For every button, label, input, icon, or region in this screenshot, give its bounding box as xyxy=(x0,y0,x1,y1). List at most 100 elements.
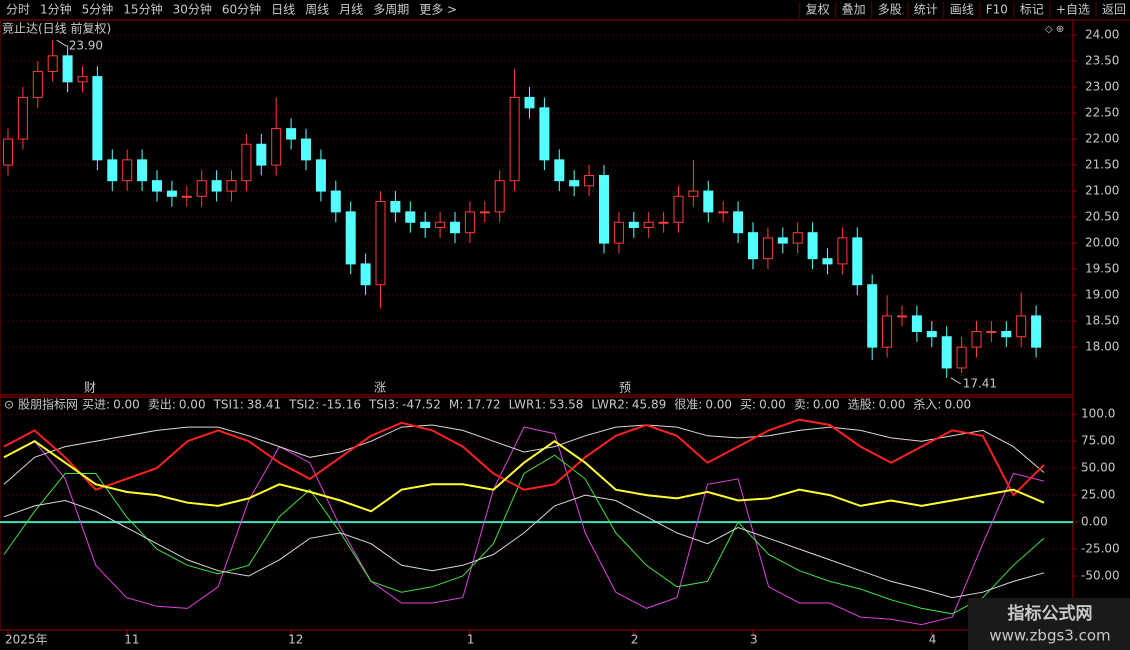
y-tick-label: 23.00 xyxy=(1085,80,1119,94)
tool-button[interactable]: +自选 xyxy=(1056,3,1090,17)
period-tab[interactable]: 1分钟 xyxy=(40,2,72,17)
period-tab[interactable]: 周线 xyxy=(305,3,329,17)
tool-button[interactable]: 统计 xyxy=(914,3,938,17)
candle-body xyxy=(673,195,684,223)
period-tab[interactable]: 15分钟 xyxy=(123,2,162,17)
candle-body xyxy=(509,96,520,182)
y-tick-label: 21.00 xyxy=(1085,184,1119,198)
legend-name: 买进 xyxy=(82,398,106,412)
indicator-line xyxy=(3,426,1045,626)
legend-value: -15.16 xyxy=(322,398,361,412)
y-tick-label: -50.00 xyxy=(1081,569,1120,583)
event-marker[interactable]: 预 xyxy=(619,381,631,395)
candle-body xyxy=(897,315,907,318)
candle-body xyxy=(450,221,460,234)
tool-button[interactable]: 叠加 xyxy=(842,3,866,17)
legend-name: 杀入 xyxy=(913,397,937,412)
candle-body xyxy=(47,55,58,72)
period-tab[interactable]: 更多 > xyxy=(419,3,457,17)
x-tick-label: 4 xyxy=(929,633,937,647)
watermark: 指标公式网 www.zbgs3.com xyxy=(968,598,1130,650)
candle-body xyxy=(107,159,118,182)
legend-value: -47.52 xyxy=(402,398,441,412)
legend-value: 38.41 xyxy=(247,398,281,412)
tool-button[interactable]: 返回 xyxy=(1102,3,1126,17)
y-tick-label: 20.50 xyxy=(1085,210,1119,224)
icon: ◇ ⊕ xyxy=(1045,24,1064,35)
period-tab[interactable]: 分时 xyxy=(6,3,30,17)
period-tab[interactable]: 5分钟 xyxy=(82,2,114,17)
candle-body xyxy=(643,221,654,228)
x-tick-label: 3 xyxy=(750,633,758,647)
legend-colon: : xyxy=(698,398,702,412)
candle-body xyxy=(479,211,490,214)
candle-body xyxy=(390,200,401,213)
candle-body xyxy=(867,284,878,348)
candle-body xyxy=(464,211,475,234)
candle-body xyxy=(852,237,863,286)
tool-button[interactable]: 标记 xyxy=(1020,3,1044,17)
tool-button[interactable]: 多股 xyxy=(878,3,902,17)
candle-body xyxy=(703,190,714,213)
annotation-leader xyxy=(56,39,67,47)
tool-button[interactable]: F10 xyxy=(986,3,1008,17)
legend-colon: : xyxy=(459,398,463,412)
indicator-line xyxy=(3,439,1045,513)
indicator-title: 股朋指标网 xyxy=(18,397,78,412)
candle-body xyxy=(554,159,565,182)
legend-name: LWR2 xyxy=(591,398,624,412)
y-tick-label: 24.00 xyxy=(1085,28,1119,42)
candle-body xyxy=(166,190,177,197)
y-tick-label: -25.00 xyxy=(1081,542,1120,556)
candle-body xyxy=(17,96,28,140)
period-tab[interactable]: 多周期 xyxy=(373,3,409,17)
candle-body xyxy=(122,159,133,182)
event-marker[interactable]: 财 xyxy=(84,381,96,395)
candle-body xyxy=(345,211,356,265)
candle-body xyxy=(524,96,535,109)
legend-value: 17.72 xyxy=(466,398,500,412)
y-tick-label: 75.00 xyxy=(1081,434,1115,448)
legend-colon: : xyxy=(542,398,546,412)
period-tab[interactable]: 月线 xyxy=(339,3,363,17)
x-tick-label: 2 xyxy=(631,633,639,647)
legend-name: TSI1 xyxy=(213,398,240,412)
candle-body xyxy=(941,336,952,369)
candle-body xyxy=(748,232,758,260)
candle-body xyxy=(599,174,609,244)
x-tick-label: 12 xyxy=(288,633,303,647)
legend-name: 卖 xyxy=(794,398,806,412)
watermark-url: www.zbgs3.com xyxy=(989,627,1110,645)
candle-body xyxy=(137,159,148,182)
legend-colon: : xyxy=(752,398,756,412)
tool-button[interactable]: 复权 xyxy=(806,3,830,17)
y-tick-label: 100.0 xyxy=(1081,407,1115,421)
candle-body xyxy=(405,211,416,223)
candle-body xyxy=(211,180,222,192)
period-tab[interactable]: 日线 xyxy=(271,3,295,17)
event-marker[interactable]: 涨 xyxy=(374,380,386,395)
candle-body xyxy=(196,180,207,197)
x-tick-label: 2025年 xyxy=(5,633,48,647)
period-tab[interactable]: 60分钟 xyxy=(222,2,261,17)
candle-body xyxy=(822,258,833,265)
y-tick-label: 50.00 xyxy=(1081,461,1115,475)
y-tick-label: 0.00 xyxy=(1081,515,1108,529)
x-tick-label: 11 xyxy=(124,633,139,647)
annotation-leader xyxy=(950,377,961,385)
toolbar: 分时 1分钟 5分钟 15分钟 30分钟 60分钟 日线 周线 月线 多周期 更多 > 返回 +自选标记… xyxy=(6,2,1126,18)
period-tab[interactable]: 30分钟 xyxy=(173,2,212,17)
legend-colon: : xyxy=(872,398,876,412)
y-tick-label: 21.50 xyxy=(1085,158,1119,172)
legend-value: 0.00 xyxy=(879,398,906,412)
indicator-icon: ⊙ xyxy=(4,398,14,412)
y-tick-label: 20.00 xyxy=(1085,236,1119,250)
candle-body xyxy=(569,180,580,187)
candle-body xyxy=(911,315,922,333)
y-tick-label: 19.00 xyxy=(1085,288,1119,302)
legend-name: TSI3 xyxy=(368,398,395,412)
candle-body xyxy=(92,76,103,161)
tool-button[interactable]: 画线 xyxy=(950,3,974,17)
y-tick-label: 18.00 xyxy=(1085,340,1119,354)
